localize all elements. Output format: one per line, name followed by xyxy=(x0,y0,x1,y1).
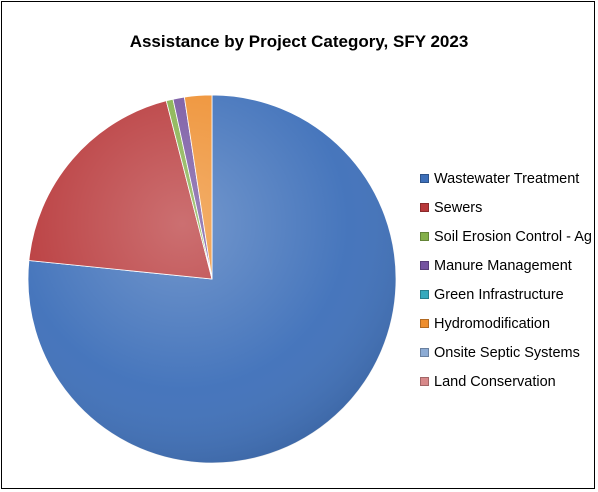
legend-item-sewers: Sewers xyxy=(420,193,592,222)
legend-item-land-conservation: Land Conservation xyxy=(420,367,592,396)
legend-item-soil-erosion-control-ag: Soil Erosion Control - Ag xyxy=(420,222,592,251)
legend-swatch xyxy=(420,348,429,357)
legend-label: Manure Management xyxy=(434,257,572,274)
legend-swatch xyxy=(420,174,429,183)
legend-label: Hydromodification xyxy=(434,315,551,332)
legend-swatch xyxy=(420,319,429,328)
legend-swatch xyxy=(420,261,429,270)
legend-label: Soil Erosion Control - Ag xyxy=(434,228,592,245)
legend-item-onsite-septic-systems: Onsite Septic Systems xyxy=(420,338,592,367)
legend-label: Sewers xyxy=(434,199,483,216)
legend-swatch xyxy=(420,377,429,386)
legend-label: Wastewater Treatment xyxy=(434,170,580,187)
legend-swatch xyxy=(420,290,429,299)
chart-title: Assistance by Project Category, SFY 2023 xyxy=(129,32,469,51)
legend-label: Green Infrastructure xyxy=(434,286,564,303)
chart-legend: Wastewater Treatment Sewers Soil Erosion C… xyxy=(420,164,592,396)
legend-swatch xyxy=(420,203,429,212)
legend-item-manure-management: Manure Management xyxy=(420,251,592,280)
legend-label: Land Conservation xyxy=(434,373,556,390)
legend-item-hydromodification: Hydromodification xyxy=(420,309,592,338)
legend-swatch xyxy=(420,232,429,241)
legend-item-green-infrastructure: Green Infrastructure xyxy=(420,280,592,309)
legend-item-wastewater-treatment: Wastewater Treatment xyxy=(420,164,592,193)
legend-label: Onsite Septic Systems xyxy=(434,344,580,361)
